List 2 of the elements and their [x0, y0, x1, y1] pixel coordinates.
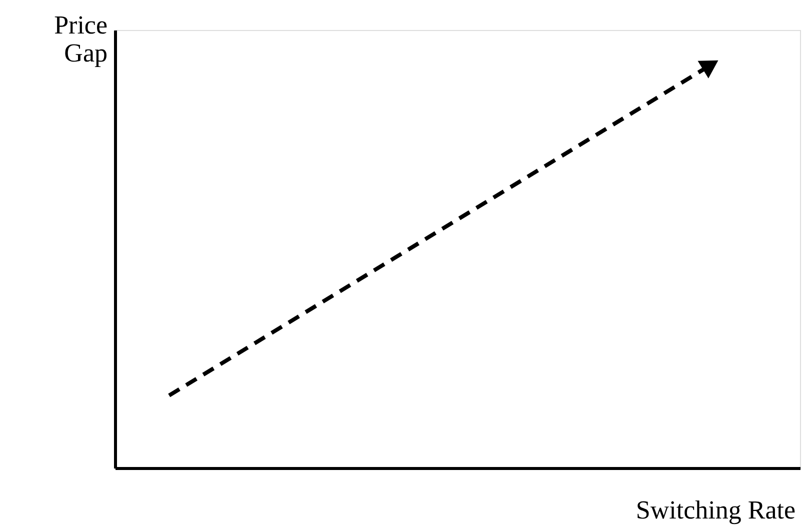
x-axis-title: Switching Rate [636, 496, 796, 524]
y-axis-title: Price Gap [54, 10, 108, 68]
